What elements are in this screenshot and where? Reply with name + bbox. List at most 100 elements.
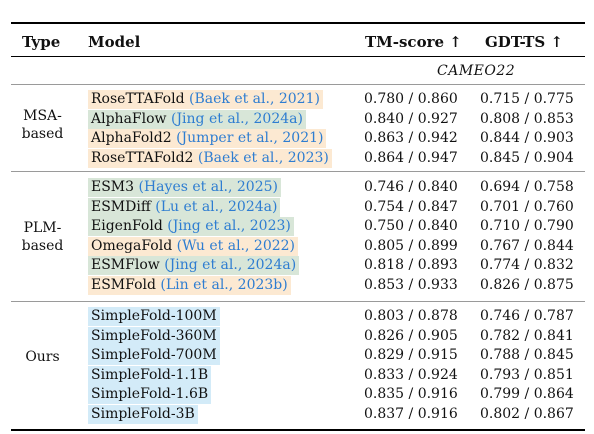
- tm-score-cell: 0.829 / 0.915: [364, 347, 458, 363]
- model-name: SimpleFold-1.1B: [91, 366, 209, 383]
- gdt-ts-cell: 0.799 / 0.864: [480, 386, 574, 402]
- tm-score-cell: 0.750 / 0.840: [364, 218, 458, 234]
- tm-score-cell: 0.853 / 0.933: [364, 276, 458, 293]
- tm-score-cell: 0.803 / 0.878: [364, 308, 458, 324]
- model-cell: ESMFlow (Jing et al., 2024a): [88, 256, 300, 275]
- type-line: based: [21, 238, 64, 254]
- type-line: PLM-: [23, 220, 62, 236]
- tm-score-cell: 0.805 / 0.899: [364, 237, 458, 254]
- model-cell: ESMFold (Lin et al., 2023b): [88, 275, 291, 295]
- header-type: Type: [22, 33, 61, 51]
- citation-link[interactable]: (Lu et al., 2024a): [155, 198, 278, 215]
- gdt-ts-cell: 0.845 / 0.904: [480, 149, 574, 166]
- tm-score-cell: 0.864 / 0.947: [364, 149, 458, 166]
- tm-score-cell: 0.837 / 0.916: [364, 405, 458, 422]
- model-name: SimpleFold-1.6B: [91, 386, 209, 402]
- tm-score-cell: 0.826 / 0.905: [364, 327, 458, 344]
- table-row: RoseTTAFold (Baek et al., 2021) 0.780 / 0…: [0, 89, 594, 109]
- group-type-label: PLM- based: [10, 219, 75, 255]
- tm-score-cell: 0.818 / 0.893: [364, 257, 458, 273]
- citation-link[interactable]: (Jing et al., 2023): [167, 218, 291, 234]
- bottom-rule: [11, 429, 585, 431]
- model-cell: SimpleFold-1.6B: [88, 385, 212, 404]
- gdt-ts-cell: 0.808 / 0.853: [480, 110, 574, 127]
- model-name: SimpleFold-700M: [91, 347, 217, 363]
- model-name: EigenFold: [91, 218, 163, 234]
- dataset-label: CAMEO22: [437, 63, 516, 79]
- model-name: ESM3: [91, 179, 135, 195]
- citation-link[interactable]: (Wu et al., 2022): [176, 237, 296, 254]
- table-row: SimpleFold-1.6B 0.835 / 0.916 0.799 / 0.86…: [0, 384, 594, 404]
- table-row: EigenFold (Jing et al., 2023) 0.750 / 0.8…: [0, 216, 594, 236]
- model-name: AlphaFold2: [91, 130, 172, 146]
- gdt-ts-cell: 0.793 / 0.851: [480, 366, 574, 383]
- model-cell: SimpleFold-1.1B: [88, 365, 212, 385]
- citation-link[interactable]: (Baek et al., 2023): [197, 149, 329, 166]
- model-name: ESMFold: [91, 276, 156, 293]
- table-row: ESMDiff (Lu et al., 2024a) 0.754 / 0.847 0…: [0, 197, 594, 217]
- model-cell: ESM3 (Hayes et al., 2025): [88, 178, 281, 197]
- table-row: SimpleFold-3B 0.837 / 0.916 0.802 / 0.867: [0, 404, 594, 424]
- model-cell: AlphaFold2 (Jumper et al., 2021): [88, 129, 327, 148]
- table-row: SimpleFold-100M 0.803 / 0.878 0.746 / 0.78…: [0, 306, 594, 326]
- model-name: ESMDiff: [91, 198, 151, 215]
- model-cell: SimpleFold-700M: [88, 346, 220, 365]
- type-line: MSA-: [23, 108, 62, 124]
- table-row: SimpleFold-700M 0.829 / 0.915 0.788 / 0.84…: [0, 345, 594, 365]
- gdt-ts-cell: 0.774 / 0.832: [480, 257, 574, 273]
- tm-score-cell: 0.840 / 0.927: [364, 110, 458, 127]
- model-cell: ESMDiff (Lu et al., 2024a): [88, 197, 281, 217]
- subheader-rule: [11, 84, 585, 85]
- table-row: ESMFold (Lin et al., 2023b) 0.853 / 0.933…: [0, 275, 594, 295]
- gdt-ts-cell: 0.782 / 0.841: [480, 327, 574, 344]
- model-cell: RoseTTAFold (Baek et al., 2021): [88, 90, 323, 109]
- tm-score-cell: 0.833 / 0.924: [364, 366, 458, 383]
- table-row: AlphaFlow (Jing et al., 2024a) 0.840 / 0.…: [0, 109, 594, 129]
- model-name: RoseTTAFold2: [91, 149, 194, 166]
- type-line: based: [21, 126, 64, 142]
- model-cell: SimpleFold-100M: [88, 307, 220, 326]
- table-row: RoseTTAFold2 (Baek et al., 2023) 0.864 / …: [0, 148, 594, 168]
- table-row: ESMFlow (Jing et al., 2024a) 0.818 / 0.89…: [0, 255, 594, 275]
- citation-link[interactable]: (Lin et al., 2023b): [160, 276, 288, 293]
- group-divider-2: [11, 301, 585, 302]
- gdt-ts-cell: 0.767 / 0.844: [480, 237, 574, 254]
- citation-link[interactable]: (Hayes et al., 2025): [138, 179, 278, 195]
- gdt-ts-cell: 0.746 / 0.787: [480, 308, 574, 324]
- model-name: AlphaFlow: [91, 110, 167, 127]
- model-name: ESMFlow: [91, 257, 160, 273]
- tm-score-cell: 0.780 / 0.860: [364, 91, 458, 107]
- table-row: ESM3 (Hayes et al., 2025) 0.746 / 0.840 0.…: [0, 177, 594, 197]
- header-gdt-ts: GDT-TS ↑: [485, 33, 564, 51]
- citation-link[interactable]: (Jumper et al., 2021): [176, 130, 324, 146]
- model-name: RoseTTAFold: [91, 91, 185, 107]
- gdt-ts-cell: 0.802 / 0.867: [480, 405, 574, 422]
- citation-link[interactable]: (Baek et al., 2021): [189, 91, 320, 107]
- model-name: SimpleFold-3B: [91, 405, 195, 422]
- model-name: SimpleFold-360M: [91, 327, 217, 344]
- model-cell: EigenFold (Jing et al., 2023): [88, 217, 294, 236]
- gdt-ts-cell: 0.715 / 0.775: [480, 91, 574, 107]
- gdt-ts-cell: 0.844 / 0.903: [480, 130, 574, 146]
- top-rule: [11, 22, 585, 24]
- model-cell: SimpleFold-360M: [88, 326, 220, 346]
- table-row: SimpleFold-360M 0.826 / 0.905 0.782 / 0.84…: [0, 326, 594, 346]
- table-row: OmegaFold (Wu et al., 2022) 0.805 / 0.899…: [0, 236, 594, 256]
- gdt-ts-cell: 0.701 / 0.760: [480, 198, 574, 215]
- citation-link[interactable]: (Jing et al., 2024a): [164, 257, 297, 273]
- tm-score-cell: 0.746 / 0.840: [364, 179, 458, 195]
- model-name: SimpleFold-100M: [91, 308, 217, 324]
- gdt-ts-cell: 0.710 / 0.790: [480, 218, 574, 234]
- header-model: Model: [88, 33, 141, 51]
- model-cell: OmegaFold (Wu et al., 2022): [88, 236, 299, 256]
- model-cell: RoseTTAFold2 (Baek et al., 2023): [88, 148, 332, 168]
- header-tm-score: TM-score ↑: [365, 33, 462, 51]
- table-row: SimpleFold-1.1B 0.833 / 0.924 0.793 / 0.85…: [0, 365, 594, 385]
- table-row: AlphaFold2 (Jumper et al., 2021) 0.863 / …: [0, 128, 594, 148]
- group-type-label: Ours: [10, 348, 75, 366]
- citation-link[interactable]: (Jing et al., 2024a): [170, 110, 303, 127]
- gdt-ts-cell: 0.788 / 0.845: [480, 347, 574, 363]
- gdt-ts-cell: 0.826 / 0.875: [480, 276, 574, 293]
- gdt-ts-cell: 0.694 / 0.758: [480, 179, 574, 195]
